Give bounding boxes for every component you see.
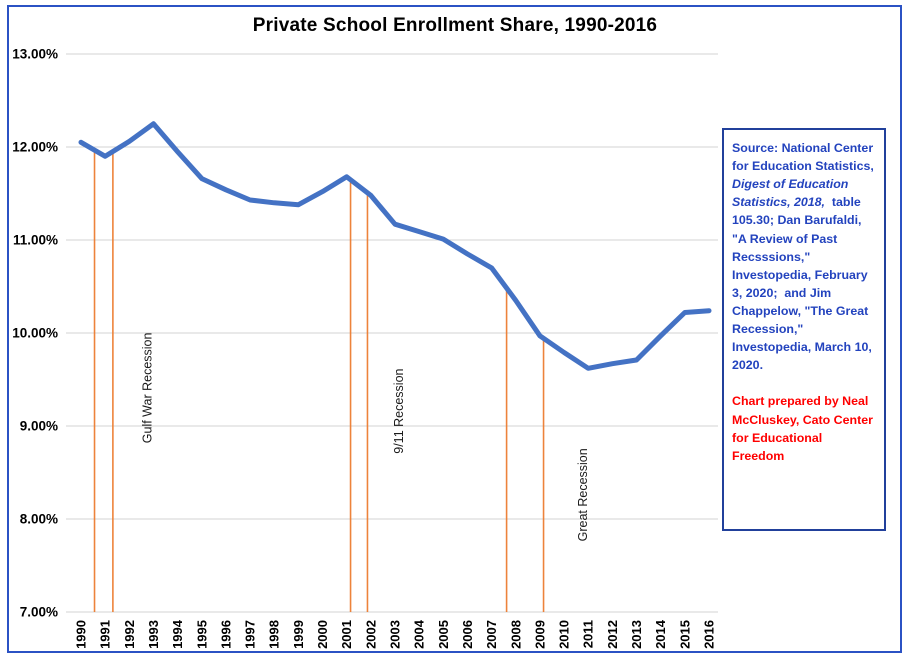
x-axis-label: 2002	[363, 620, 378, 649]
x-axis-label: 2016	[701, 620, 716, 649]
y-axis-label: 8.00%	[20, 512, 58, 527]
source-text-italic: Digest of Education Statistics, 2018,	[732, 177, 852, 210]
x-axis-label: 2003	[387, 620, 402, 649]
x-axis-label: 2001	[339, 620, 354, 649]
x-axis-label: 1996	[218, 620, 233, 649]
x-axis-label: 1993	[146, 620, 161, 649]
x-axis-label: 2004	[412, 619, 427, 649]
source-note-box: Source: National Center for Education St…	[722, 128, 886, 531]
enrollment-line	[78, 121, 712, 371]
y-axis-label: 7.00%	[20, 605, 58, 620]
x-axis-label: 2008	[508, 620, 523, 649]
y-axis-label: 12.00%	[12, 140, 58, 155]
x-axis-label: 1991	[98, 620, 113, 649]
y-axis-label: 11.00%	[13, 233, 58, 248]
recession-label: Gulf War Recession	[140, 332, 154, 443]
x-axis-label: 1998	[267, 620, 282, 649]
credit-text: Chart prepared by Neal McCluskey, Cato C…	[732, 394, 877, 463]
y-axis-label: 9.00%	[20, 419, 58, 434]
x-axis-label: 2007	[484, 620, 499, 649]
x-axis-label: 2011	[581, 620, 596, 648]
x-axis-label: 1992	[122, 620, 137, 649]
x-axis-label: 2000	[315, 620, 330, 649]
y-axis-label: 13.00%	[12, 47, 58, 62]
x-axis-label: 1995	[194, 620, 209, 649]
x-axis-label: 1999	[291, 620, 306, 649]
y-axis-label: 10.00%	[12, 326, 58, 341]
x-axis-label: 2005	[436, 620, 451, 649]
x-axis-label: 2013	[629, 620, 644, 649]
recession-label: Great Recession	[576, 448, 590, 541]
source-text: Source: National Center for Education St…	[732, 141, 878, 174]
x-axis-label: 2014	[653, 619, 668, 649]
x-axis-label: 2006	[460, 620, 475, 649]
chart-title: Private School Enrollment Share, 1990-20…	[252, 15, 658, 36]
x-axis-label: 1994	[170, 619, 185, 649]
x-axis-label: 2015	[677, 620, 692, 649]
x-axis-label: 2010	[557, 620, 572, 649]
x-axis-label: 1990	[74, 620, 89, 649]
x-axis-label: 2009	[532, 620, 547, 649]
recession-label: 9/11 Recession	[392, 368, 406, 453]
x-axis-label: 2012	[605, 620, 620, 649]
source-text: table 105.30; Dan Barufaldi, "A Review o…	[732, 195, 876, 373]
x-axis-label: 1997	[243, 620, 258, 649]
chart-border-frame	[7, 5, 902, 653]
